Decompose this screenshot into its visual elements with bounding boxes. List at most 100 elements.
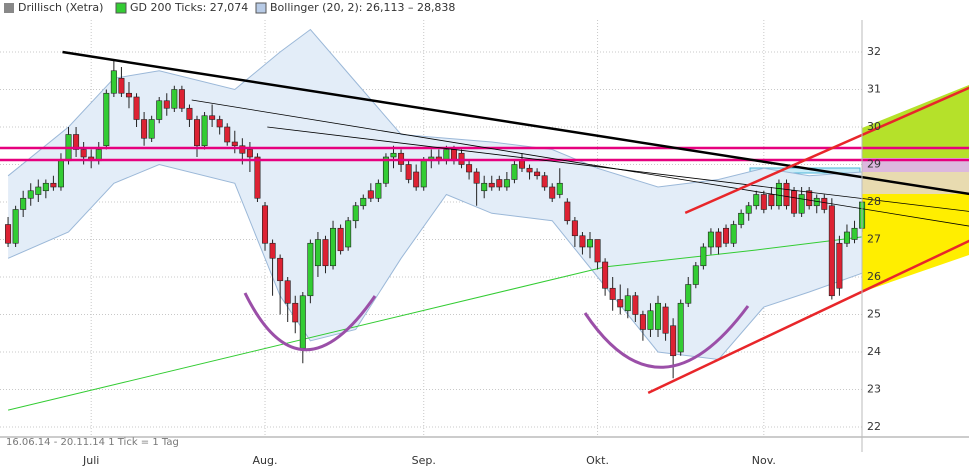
candle-body (503, 179, 510, 188)
candle-body (163, 100, 170, 109)
candle-body (692, 265, 699, 285)
candle-body (360, 197, 367, 207)
candle-body (284, 280, 291, 304)
candle-body (768, 194, 775, 207)
x-tick-label: Aug. (253, 454, 278, 467)
candle-body (103, 92, 110, 147)
trend-line (62, 50, 969, 196)
candle-body (262, 205, 269, 244)
candle-body (277, 257, 284, 282)
candle-body (216, 119, 223, 128)
candle-body (594, 239, 601, 263)
candle-body (239, 145, 246, 154)
y-tick-label: 25 (867, 308, 881, 321)
candle-body (57, 160, 64, 188)
y-tick-label: 30 (867, 120, 881, 133)
candle-body (639, 314, 646, 330)
x-tick-label: Juli (82, 454, 99, 467)
candle-body (647, 310, 654, 330)
candle-body (624, 295, 631, 312)
candle-body (806, 190, 813, 207)
x-tick-label: Nov. (752, 454, 776, 467)
candle-body (246, 149, 253, 158)
candle-body (632, 295, 639, 315)
candle-body (851, 227, 858, 240)
candle-body (821, 197, 828, 210)
candle-body (118, 77, 125, 94)
candle-body (171, 89, 178, 109)
zone-green (862, 85, 969, 158)
candle-body (670, 325, 677, 357)
pattern-curve (243, 292, 377, 352)
y-tick-label: 29 (867, 158, 881, 171)
gd200-line (7, 236, 863, 411)
candle-body (209, 115, 216, 120)
footer: 16.06.14 - 20.11.14 1 Tick = 1 Tag (6, 437, 179, 448)
legend-label: GD 200 Ticks: 27,074 (130, 1, 248, 14)
y-tick-label: 28 (867, 195, 881, 208)
candle-body (141, 119, 148, 139)
candle-body (738, 212, 745, 225)
candle-body (602, 261, 609, 289)
candle-body (541, 175, 548, 188)
bollinger-upper (7, 28, 863, 188)
candle-body (330, 227, 337, 267)
y-tick-label: 23 (867, 383, 881, 396)
candle-body (700, 246, 707, 267)
candle-body (352, 205, 359, 222)
candle-body (345, 220, 352, 248)
candle-body (511, 164, 518, 180)
candle-body (571, 220, 578, 237)
legend-label: Bollinger (20, 2): 26,113 – 28,838 (270, 1, 455, 14)
candle-body (760, 194, 767, 210)
y-tick-label: 32 (867, 45, 881, 58)
x-tick-label: Sep. (412, 454, 436, 467)
legend-icon (115, 2, 127, 14)
y-tick-label: 22 (867, 420, 881, 433)
bollinger-band-fill (8, 29, 863, 360)
y-tick-label: 31 (867, 83, 881, 96)
overlay-layer (0, 50, 969, 395)
candle-body (125, 92, 132, 98)
candle-body (5, 224, 12, 244)
candle-body (156, 100, 163, 120)
candle-body (518, 160, 525, 169)
candle-body (337, 227, 344, 252)
candle-body (314, 239, 321, 267)
candle-body (798, 194, 805, 214)
candle-body (27, 190, 34, 199)
candle-body (791, 190, 798, 214)
candle-body (178, 89, 185, 109)
candle-body (783, 182, 790, 207)
candle-body (12, 209, 19, 244)
y-tick-label: 26 (867, 270, 881, 283)
candle-body (133, 96, 140, 120)
trend-line (267, 126, 969, 212)
candle-body (707, 231, 714, 248)
candle-body (375, 182, 382, 199)
candle-body (186, 107, 193, 120)
trend-line (684, 86, 969, 215)
candle-body (466, 164, 473, 173)
candle-body (269, 242, 276, 259)
x-tick-label: Okt. (586, 454, 609, 467)
candle-body (534, 171, 541, 177)
zone-pink (862, 158, 969, 172)
candle-body (828, 205, 835, 297)
candle-body (35, 186, 42, 195)
candle-body (685, 284, 692, 304)
candle-body (730, 224, 737, 244)
candle-body (201, 115, 208, 147)
candle-body (775, 182, 782, 207)
pattern-curve (583, 305, 750, 369)
candle-body (231, 141, 238, 147)
candle-body (843, 231, 850, 244)
candle-body (836, 242, 843, 289)
candle-body (292, 302, 299, 323)
candle-body (20, 197, 27, 210)
candle-body (481, 182, 488, 192)
candle-body (420, 160, 427, 188)
bollinger-lower (7, 163, 863, 361)
candle-body (753, 194, 760, 207)
